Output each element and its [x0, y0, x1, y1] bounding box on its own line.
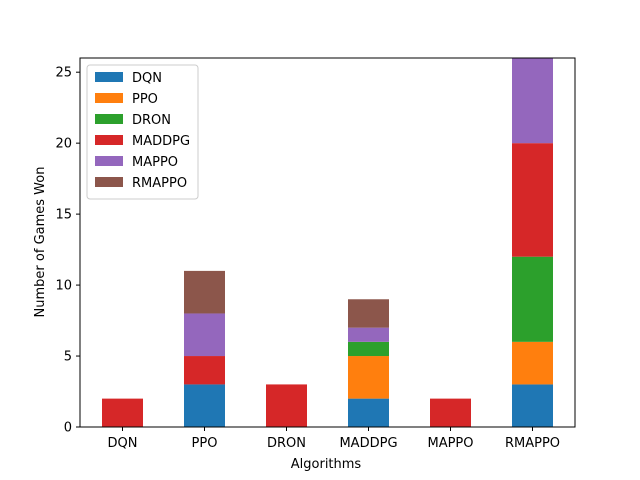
- bar-segment: [348, 299, 389, 328]
- bar-segment: [184, 270, 225, 314]
- x-tick-label: RMAPPO: [505, 436, 560, 451]
- bar-segment: [512, 341, 553, 385]
- legend-label: MAPPO: [132, 155, 178, 170]
- y-tick-label: 20: [55, 137, 72, 152]
- x-tick-label: MADDPG: [339, 436, 397, 451]
- bar-segment: [512, 384, 553, 427]
- legend-label: MADDPG: [132, 134, 190, 149]
- legend-swatch: [95, 177, 123, 187]
- legend: DQN PPO DRON MADDPG MAPPO RMAPPO: [86, 64, 199, 200]
- legend-swatch: [95, 156, 123, 166]
- y-tick-label: 0: [64, 421, 72, 436]
- bar-segment: [512, 143, 553, 257]
- bar-segment: [184, 384, 225, 427]
- bar-segment: [266, 384, 307, 427]
- legend-label: DRON: [132, 113, 171, 128]
- x-tick-label: MAPPO: [427, 436, 473, 451]
- legend-swatch: [95, 93, 123, 103]
- y-tick-label: 10: [55, 279, 72, 294]
- legend-label: RMAPPO: [132, 176, 187, 191]
- bar-segment: [102, 398, 143, 427]
- legend-label: DQN: [132, 71, 162, 86]
- x-axis-label: Algorithms: [291, 457, 362, 472]
- y-axis-label: Number of Games Won: [33, 167, 48, 318]
- bar-segment: [348, 341, 389, 357]
- bar-segment: [430, 398, 471, 427]
- x-tick-label: DQN: [108, 436, 138, 451]
- x-tick-label: PPO: [192, 436, 218, 451]
- legend-swatch: [95, 72, 123, 82]
- bar-segment: [348, 356, 389, 399]
- legend-label: PPO: [132, 92, 158, 107]
- y-tick-label: 5: [64, 350, 72, 365]
- x-tick-label: DRON: [267, 436, 306, 451]
- bar-segment: [348, 398, 389, 427]
- bar-segment: [512, 256, 553, 342]
- bar-segment: [348, 327, 389, 342]
- legend-swatch: [95, 135, 123, 145]
- y-tick-label: 15: [55, 208, 72, 223]
- legend-swatch: [95, 114, 123, 124]
- x-axis-ticks: DQN PPO DRON MADDPG MAPPO RMAPPO: [108, 427, 560, 451]
- y-axis-ticks: 0 5 10 15 20 25: [55, 66, 80, 436]
- bar-segment: [512, 58, 553, 144]
- y-tick-label: 25: [55, 66, 72, 81]
- bars-layer: [102, 58, 553, 427]
- bar-segment: [184, 313, 225, 357]
- bar-segment: [184, 356, 225, 385]
- axes-frame: [79, 57, 576, 428]
